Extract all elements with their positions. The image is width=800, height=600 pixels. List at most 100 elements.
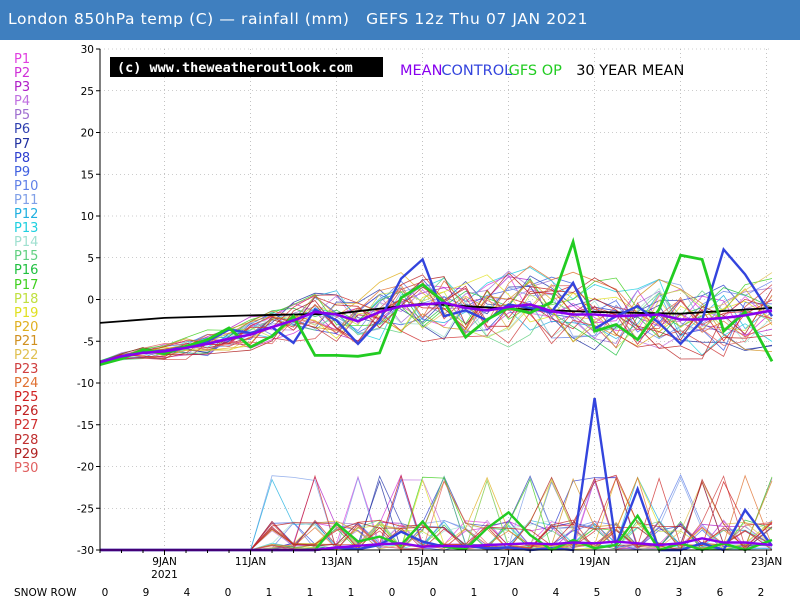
y-tick-labels: 30 25 20 15 10 5 0 -5 -10 -15 -20 -25 -30	[77, 44, 94, 557]
snow-row-value: 9	[143, 587, 150, 599]
legend-item-p18: P18	[14, 291, 39, 307]
ensemble-legend: P1 P2 P3 P4 P5 P6 P7 P8 P9 P10 P11 P12 P13 P14 P15 P16 P…	[14, 52, 54, 476]
legend-item-p2: P2	[14, 66, 31, 82]
ensemble-line-p24	[99, 265, 773, 364]
chart-grid	[100, 48, 772, 551]
y-tick-label: 15	[81, 169, 94, 181]
y-tick-label: 25	[81, 86, 94, 98]
y-tick-label: 10	[81, 211, 94, 223]
legend-item-p20: P20	[14, 319, 39, 335]
series-legend-control: CONTROL	[441, 63, 512, 79]
ensemble-line-p27	[99, 294, 773, 363]
snow-row-value: 1	[471, 587, 478, 599]
legend-item-p16: P16	[14, 263, 39, 279]
snow-row-value: 0	[635, 587, 642, 599]
legend-item-p28: P28	[14, 432, 39, 448]
legend-item-p21: P21	[14, 333, 39, 349]
snow-row: SNOW ROW 0 9 4 0 1 1 1 0 0 1 0 4 5 0 3 6 2	[14, 587, 764, 599]
legend-item-p6: P6	[14, 122, 31, 138]
snow-row-value: 0	[389, 587, 396, 599]
legend-item-p3: P3	[14, 80, 31, 96]
legend-item-p25: P25	[14, 390, 39, 406]
y-tick-label: -5	[84, 336, 94, 348]
legend-item-p9: P9	[14, 164, 31, 180]
rain-line-control	[100, 397, 773, 552]
ensemble-rain-p18	[100, 477, 773, 551]
snow-row-value: 2	[758, 587, 765, 599]
legend-item-p30: P30	[14, 460, 39, 476]
x-tick-label: 11JAN	[235, 556, 266, 568]
legend-item-p14: P14	[14, 235, 39, 251]
legend-item-p27: P27	[14, 418, 39, 434]
rain-line-gfs-op	[100, 510, 773, 552]
x-tick-label: 19JAN	[579, 556, 610, 568]
ensemble-line-p13	[99, 267, 773, 362]
y-tick-label: -15	[77, 420, 94, 432]
series-legend-gfs-op: GFS OP	[509, 63, 563, 79]
y-tick-label: 5	[87, 253, 94, 265]
chart-axes	[96, 48, 772, 555]
legend-item-p19: P19	[14, 305, 39, 321]
x-year-label: 2021	[151, 569, 178, 581]
snow-row-value: 3	[676, 587, 683, 599]
y-tick-label: 30	[81, 44, 94, 56]
x-tick-label: 13JAN	[321, 556, 352, 568]
x-tick-label: 15JAN	[407, 556, 438, 568]
series-legend-mean: MEAN	[400, 63, 442, 79]
watermark-text: (c) www.theweatheroutlook.com	[117, 60, 353, 76]
y-tick-label: -20	[77, 462, 94, 474]
legend-item-p22: P22	[14, 347, 39, 363]
y-tick-label: 20	[81, 128, 94, 140]
snow-row-value: 4	[553, 587, 560, 599]
y-tick-label: -30	[77, 545, 94, 557]
main-series-lines	[99, 237, 774, 552]
snow-row-value: 1	[348, 587, 355, 599]
legend-item-p12: P12	[14, 207, 39, 223]
legend-item-p24: P24	[14, 376, 39, 392]
title-bar: London 850hPa temp (C) — rainfall (mm) G…	[0, 0, 800, 40]
y-tick-label: -25	[77, 503, 94, 515]
ensemble-line-p29	[99, 272, 773, 363]
y-tick-label: 0	[87, 295, 94, 307]
y-tick-label: -10	[77, 378, 94, 390]
x-tick-labels: 9JAN 11JAN 13JAN 15JAN 17JAN 19JAN 21JAN 23JAN 2…	[151, 556, 782, 581]
watermark: (c) www.theweatheroutlook.com	[110, 57, 383, 77]
snow-row-value: 0	[102, 587, 109, 599]
x-tick-label: 17JAN	[493, 556, 524, 568]
legend-item-p29: P29	[14, 446, 39, 462]
legend-item-p17: P17	[14, 277, 39, 293]
legend-item-p10: P10	[14, 178, 39, 194]
snow-row-value: 0	[512, 587, 519, 599]
snow-row-value: 4	[184, 587, 191, 599]
legend-item-p11: P11	[14, 192, 39, 208]
ensemble-line-p22	[99, 272, 773, 364]
series-legend-30-year-mean: 30 YEAR MEAN	[576, 63, 684, 79]
chart-title: London 850hPa temp (C) — rainfall (mm) G…	[8, 10, 589, 28]
snow-row-value: 0	[225, 587, 232, 599]
legend-item-p23: P23	[14, 362, 39, 378]
rain-line-mean	[100, 537, 773, 552]
legend-item-p26: P26	[14, 404, 39, 420]
x-tick-label: 9JAN	[152, 556, 177, 568]
legend-item-p4: P4	[14, 94, 31, 110]
legend-item-p1: P1	[14, 52, 31, 67]
snow-row-value: 6	[717, 587, 724, 599]
snow-row-value: 5	[594, 587, 601, 599]
temp-line-control	[99, 246, 774, 365]
legend-item-p7: P7	[14, 136, 31, 152]
legend-item-p15: P15	[14, 249, 39, 265]
legend-item-p13: P13	[14, 221, 39, 237]
x-tick-label: 23JAN	[751, 556, 782, 568]
legend-item-p8: P8	[14, 150, 31, 166]
x-tick-label: 21JAN	[665, 556, 696, 568]
legend-item-p5: P5	[14, 108, 31, 124]
temp-line-mean	[99, 301, 773, 364]
snow-row-value: 1	[266, 587, 273, 599]
snow-row-value: 1	[307, 587, 314, 599]
ensemble-line-p14	[99, 287, 773, 364]
snow-row-label: SNOW ROW	[14, 587, 77, 599]
snow-row-value: 0	[430, 587, 437, 599]
ensemble-lines	[99, 265, 773, 552]
